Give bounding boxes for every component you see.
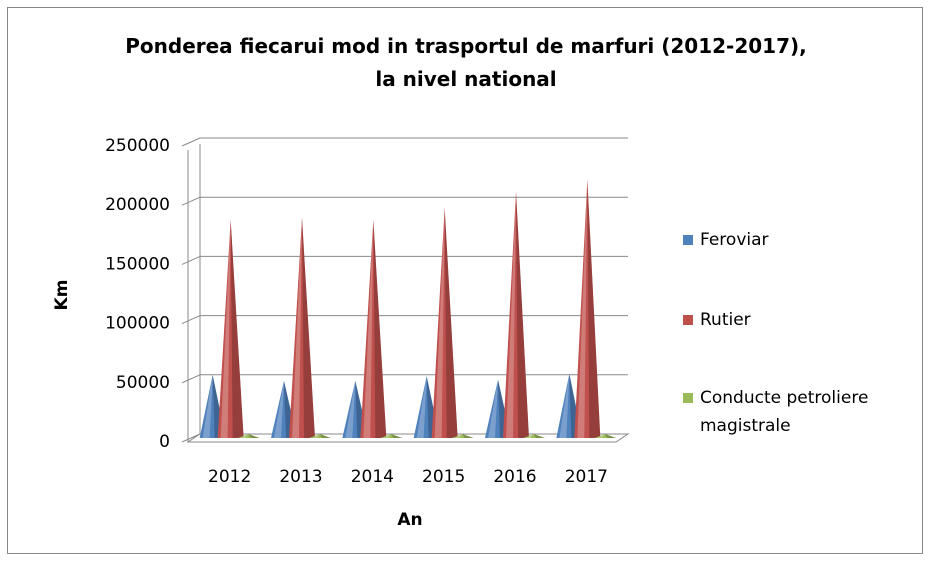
grid-line bbox=[181, 137, 201, 147]
cone-shade bbox=[373, 219, 387, 438]
y-tick-label: 250000 bbox=[105, 136, 170, 156]
bar bbox=[574, 179, 601, 438]
bar bbox=[594, 434, 617, 438]
cone-highlight bbox=[202, 374, 213, 438]
grid-line bbox=[181, 374, 201, 384]
x-tick-label: 2012 bbox=[208, 467, 251, 487]
cone-shade bbox=[605, 434, 617, 438]
bar bbox=[217, 219, 244, 438]
cone-highlight bbox=[345, 380, 356, 438]
x-tick-label: 2013 bbox=[279, 467, 322, 487]
legend-swatch bbox=[683, 315, 693, 325]
cone-highlight bbox=[292, 217, 302, 438]
cone-highlight bbox=[526, 434, 534, 438]
y-tick-label: 0 bbox=[159, 432, 170, 452]
cone-highlight bbox=[559, 373, 570, 438]
grid-line bbox=[181, 315, 201, 325]
bar bbox=[360, 219, 387, 438]
bar bbox=[431, 207, 458, 438]
floor bbox=[186, 433, 630, 443]
cone-shade bbox=[320, 434, 331, 438]
bar bbox=[237, 434, 260, 438]
cone-shade bbox=[302, 217, 315, 438]
chart-title: Ponderea fiecarui mod in trasportul de m… bbox=[125, 34, 807, 91]
cone-shade bbox=[426, 376, 440, 438]
y-tick-label: 100000 bbox=[105, 314, 170, 334]
cone-highlight bbox=[454, 434, 463, 438]
cone-shade bbox=[587, 179, 601, 438]
cone-shade bbox=[230, 219, 244, 438]
legend-swatch bbox=[683, 235, 693, 245]
x-tick-label: 2015 bbox=[422, 467, 465, 487]
x-axis-label: An bbox=[397, 510, 422, 530]
cone-shade bbox=[516, 191, 529, 438]
cone-highlight bbox=[363, 219, 374, 438]
bar bbox=[309, 434, 331, 438]
grid-line bbox=[181, 255, 201, 265]
legend-swatch bbox=[683, 393, 693, 403]
cone-shade bbox=[462, 434, 474, 438]
bar bbox=[523, 434, 545, 438]
x-tick-label: 2017 bbox=[565, 467, 608, 487]
chart-frame bbox=[7, 7, 923, 554]
cone-highlight bbox=[383, 434, 392, 438]
grid-line bbox=[181, 196, 201, 206]
cone-shade bbox=[444, 207, 458, 438]
cone-highlight bbox=[220, 219, 231, 438]
legend-label: Conducte petroliere magistrale bbox=[700, 388, 869, 436]
cone-highlight bbox=[597, 434, 606, 438]
y-axis-label: Km bbox=[52, 280, 72, 311]
cone-highlight bbox=[577, 179, 588, 438]
x-tick-label: 2016 bbox=[493, 467, 536, 487]
y-tick-label: 150000 bbox=[105, 254, 170, 274]
cone-highlight bbox=[416, 376, 427, 438]
cone-highlight bbox=[506, 191, 516, 438]
cone-highlight bbox=[488, 379, 498, 438]
y-tick-label: 200000 bbox=[105, 195, 170, 215]
cone-highlight bbox=[240, 434, 249, 438]
bar bbox=[380, 434, 403, 438]
cone-shade bbox=[498, 379, 511, 438]
y-tick-label: 50000 bbox=[116, 373, 170, 393]
cone-highlight bbox=[312, 434, 320, 438]
bar bbox=[503, 191, 529, 438]
cone-shade bbox=[534, 434, 545, 438]
bar bbox=[289, 217, 315, 438]
cone-highlight bbox=[274, 380, 284, 438]
cone-highlight bbox=[434, 207, 445, 438]
legend-label: Rutier bbox=[700, 310, 751, 330]
x-tick-label: 2014 bbox=[351, 467, 394, 487]
cone-shade bbox=[391, 434, 403, 438]
bar bbox=[451, 434, 474, 438]
legend-label: Feroviar bbox=[700, 230, 769, 250]
grid-line bbox=[181, 433, 201, 443]
cone-shade bbox=[248, 434, 260, 438]
